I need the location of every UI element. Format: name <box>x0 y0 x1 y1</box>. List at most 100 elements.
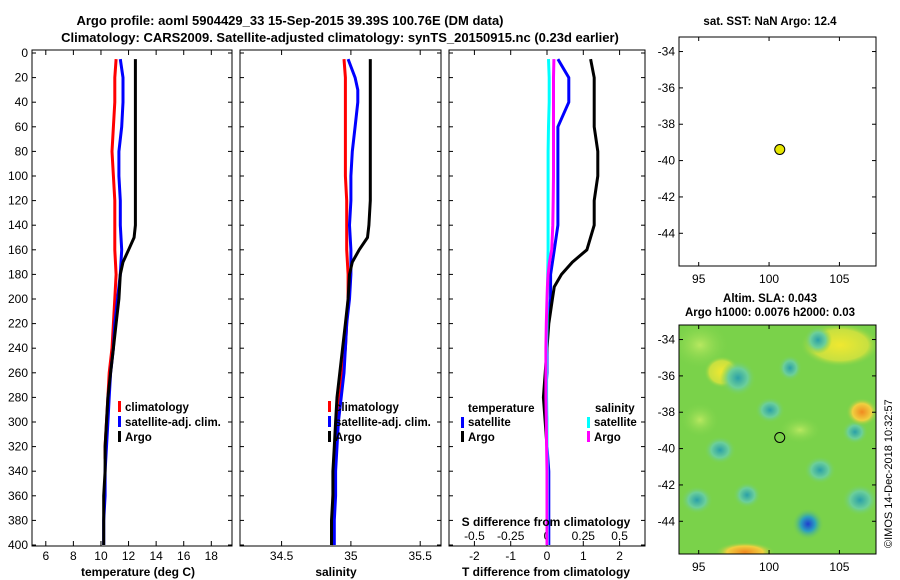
y-tick-label: 100 <box>8 169 28 183</box>
legend-title-temperature: temperature <box>468 403 534 415</box>
series-line-temperature-argo <box>102 59 137 545</box>
x-tick-label: 16 <box>177 549 191 563</box>
y-tick-label: 380 <box>8 513 28 527</box>
x-tick-label: 0 <box>544 549 551 563</box>
map-x-tick-label: 105 <box>829 560 849 574</box>
legend-label: Argo <box>125 432 152 444</box>
sla-blob <box>842 484 876 516</box>
legend-label: Argo <box>594 432 621 444</box>
y-tick-label: 220 <box>8 317 28 331</box>
x-tick-label: 35.5 <box>409 549 433 563</box>
x-tick-label-top: 0.5 <box>611 529 628 543</box>
difference-legend: temperature satellite Argo salinity sate… <box>461 403 637 444</box>
salinity-xlabel: salinity <box>315 565 357 579</box>
argo-location-marker <box>774 144 786 156</box>
map-y-tick-label: -34 <box>658 45 676 59</box>
legend-swatch-argo <box>118 431 121 442</box>
sla-blob <box>778 416 822 444</box>
map-x-tick-label: 100 <box>759 560 779 574</box>
sla-blob <box>792 508 824 540</box>
legend-swatch-argo <box>328 431 331 442</box>
sla-map-title-line1: Altim. SLA: 0.043 <box>723 293 817 305</box>
legend-swatch-climatology <box>118 401 121 412</box>
sla-blob <box>733 482 761 508</box>
series-line-difference-salinity-argo <box>544 59 556 545</box>
legend-label: Argo <box>335 432 362 444</box>
legend-swatch-satellite <box>118 416 121 427</box>
sla-blob <box>720 360 756 396</box>
map-y-tick-label: -36 <box>658 369 676 383</box>
x-tick-label: 6 <box>42 549 49 563</box>
y-tick-label: 80 <box>15 144 29 158</box>
map-y-tick-label: -40 <box>658 442 676 456</box>
salinity-axes <box>239 49 442 547</box>
legend-swatch-s-argo <box>587 431 590 442</box>
x-tick-label: 14 <box>149 549 163 563</box>
y-tick-label: 0 <box>21 46 28 60</box>
x-tick-label: 12 <box>122 549 136 563</box>
sla-blob <box>778 355 802 381</box>
map-y-tick-label: -40 <box>658 154 676 168</box>
watermark: ©IMOS 14-Dec-2018 10:32:57 <box>883 399 895 548</box>
series-line-salinity-argo <box>330 59 372 545</box>
legend-label: satellite <box>594 417 637 429</box>
x-tick-label: -1 <box>505 549 516 563</box>
legend-swatch-t-argo <box>461 431 464 442</box>
x-tick-label: 8 <box>70 549 77 563</box>
y-tick-label: 60 <box>15 120 29 134</box>
y-tick-label: 140 <box>8 218 28 232</box>
y-tick-label: 300 <box>8 415 28 429</box>
title-line2: Climatology: CARS2009. Satellite-adjuste… <box>61 30 619 45</box>
sla-blob <box>680 402 720 438</box>
sla-blob <box>755 397 785 423</box>
legend-label: Argo <box>468 432 495 444</box>
x-tick-label: 34.5 <box>270 549 294 563</box>
y-tick-label: 20 <box>15 71 29 85</box>
sst-map-axes <box>678 36 877 267</box>
legend-swatch-satellite <box>328 416 331 427</box>
legend-swatch-s-satellite <box>587 417 590 428</box>
legend-swatch-climatology <box>328 401 331 412</box>
map-x-tick-label: 95 <box>692 272 706 286</box>
y-tick-label: 160 <box>8 243 28 257</box>
x-tick-label: 10 <box>94 549 108 563</box>
sla-blob <box>846 398 876 426</box>
legend-label: climatology <box>335 402 400 414</box>
sla-map-axes <box>678 324 877 555</box>
map-y-tick-label: -44 <box>658 514 676 528</box>
sla-blob <box>804 326 832 354</box>
y-tick-label: 40 <box>15 95 29 109</box>
map-y-tick-label: -36 <box>658 81 676 95</box>
x-tick-label: -2 <box>469 549 480 563</box>
map-x-tick-label: 95 <box>692 560 706 574</box>
legend-label: climatology <box>125 402 190 414</box>
y-tick-label: 120 <box>8 194 28 208</box>
map-y-tick-label: -44 <box>658 226 676 240</box>
sla-map-title-line2: Argo h1000: 0.0076 h2000: 0.03 <box>685 307 855 319</box>
sla-heatmap <box>679 325 876 554</box>
y-tick-label: 340 <box>8 464 28 478</box>
y-tick-label: 180 <box>8 267 28 281</box>
y-tick-label: 260 <box>8 366 28 380</box>
temperature-legend: climatology satellite-adj. clim. Argo <box>118 401 221 444</box>
legend-label: satellite-adj. clim. <box>335 417 431 429</box>
y-tick-label: 200 <box>8 292 28 306</box>
map-x-tick-label: 105 <box>829 272 849 286</box>
temperature-axes <box>31 49 233 547</box>
map-y-tick-label: -38 <box>658 117 676 131</box>
x-tick-label-top: -0.25 <box>497 529 525 543</box>
x-tick-label-top: -0.5 <box>464 529 485 543</box>
map-y-tick-label: -38 <box>658 405 676 419</box>
map-y-tick-label: -42 <box>658 190 676 204</box>
sla-blob <box>842 420 868 444</box>
legend-swatch-t-satellite <box>461 417 464 428</box>
x-tick-label: 1 <box>580 549 587 563</box>
map-x-tick-label: 100 <box>759 272 779 286</box>
argo-location-marker <box>774 432 786 444</box>
difference-xlabel: T difference from climatology <box>462 565 630 579</box>
y-tick-label: 320 <box>8 440 28 454</box>
x-tick-label: 35 <box>344 549 358 563</box>
legend-title-salinity: salinity <box>595 403 635 415</box>
legend-label: satellite <box>468 417 511 429</box>
